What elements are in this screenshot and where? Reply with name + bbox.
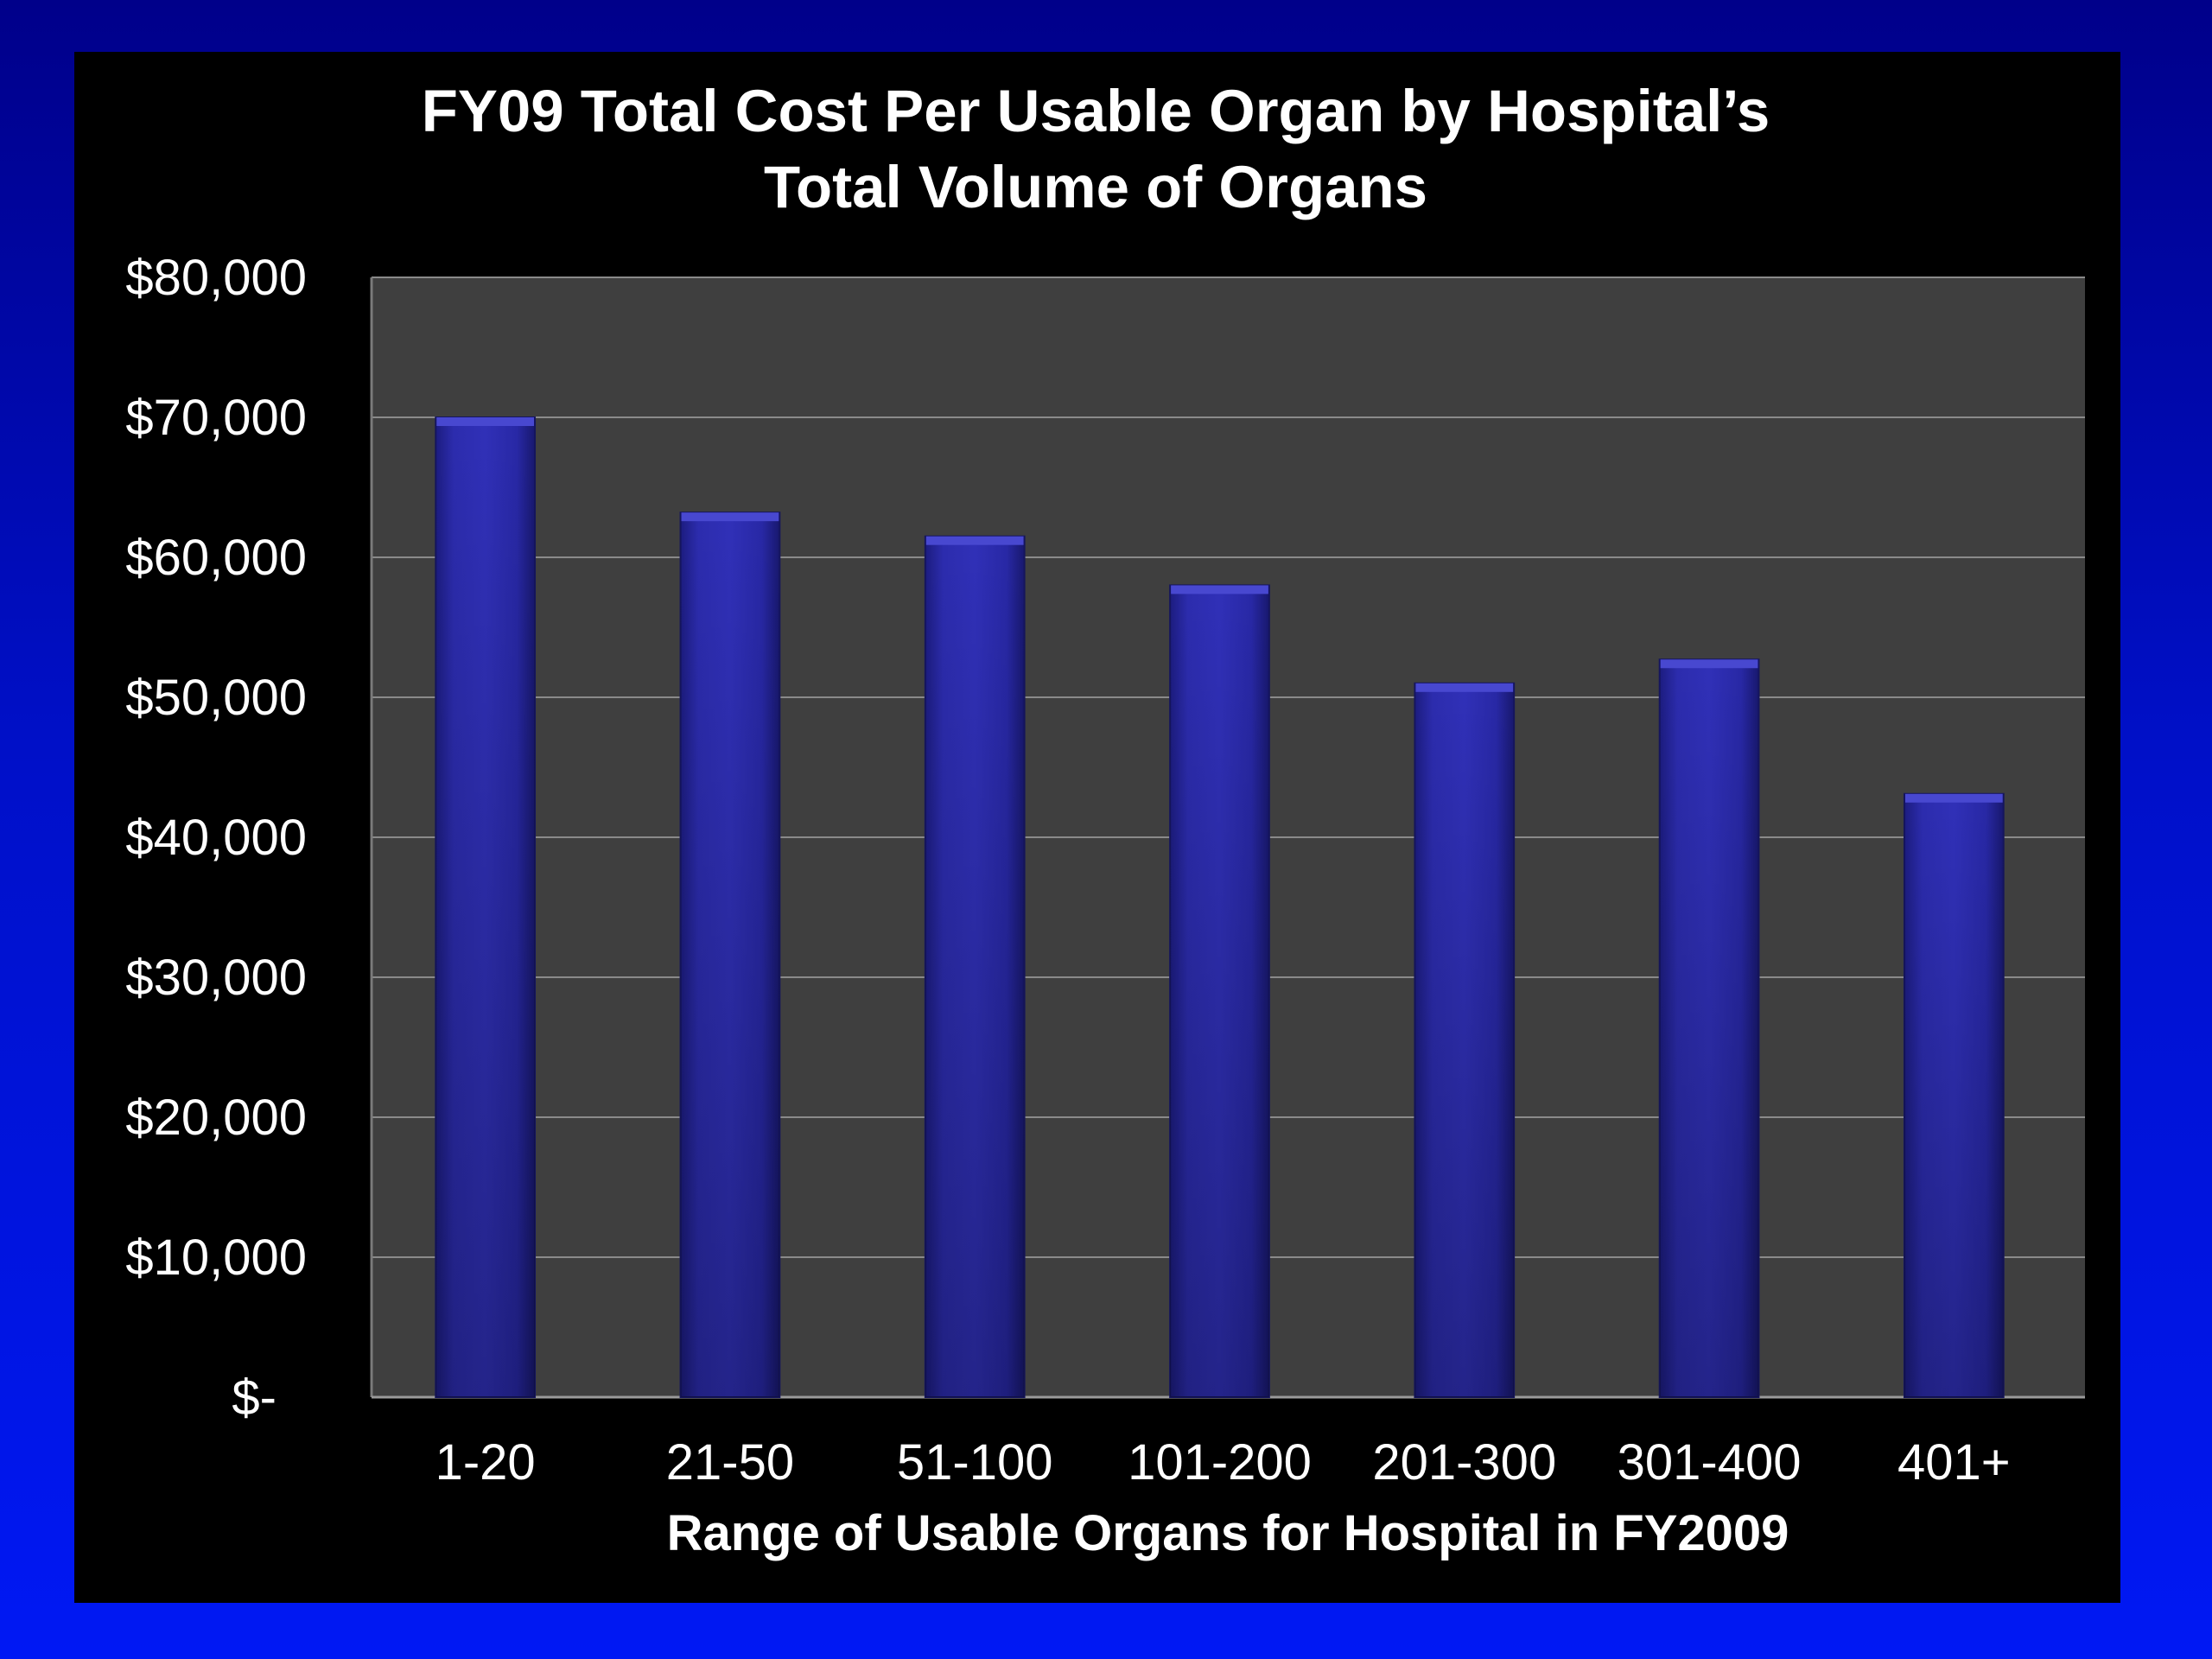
y-tick-label: $50,000 bbox=[125, 670, 307, 726]
x-tick-label: 1-20 bbox=[435, 1434, 536, 1491]
bar bbox=[1414, 682, 1516, 1398]
x-tick-label: 21-50 bbox=[666, 1434, 794, 1491]
bar-top-highlight bbox=[925, 536, 1024, 545]
bar bbox=[1903, 792, 2005, 1398]
y-tick-label: $80,000 bbox=[125, 250, 307, 306]
chart-title-line-1: FY09 Total Cost Per Usable Organ by Hosp… bbox=[422, 78, 1770, 144]
chart-title: FY09 Total Cost Per Usable Organ by Hosp… bbox=[422, 78, 1770, 220]
y-tick-label: $30,000 bbox=[125, 950, 307, 1006]
bar-top-highlight bbox=[1415, 683, 1514, 692]
bar-shade bbox=[1170, 585, 1269, 1397]
y-axis-tick-labels: $- $10,000 $20,000 $30,000 $40,000 $50,000 $60… bbox=[125, 250, 307, 1426]
bars bbox=[435, 416, 2005, 1398]
bar-top-highlight bbox=[681, 512, 779, 522]
y-tick-label: $40,000 bbox=[125, 810, 307, 866]
bar-shade bbox=[435, 417, 536, 1397]
y-tick-label: $- bbox=[232, 1370, 276, 1426]
bar-top-highlight bbox=[1660, 659, 1758, 669]
x-tick-label: 201-300 bbox=[1372, 1434, 1556, 1491]
bar-top-highlight bbox=[1904, 793, 2003, 803]
x-tick-label: 401+ bbox=[1897, 1434, 2011, 1491]
bar-shade bbox=[680, 512, 780, 1397]
bar-top-highlight bbox=[1171, 585, 1268, 594]
bar bbox=[435, 416, 537, 1398]
y-tick-label: $60,000 bbox=[125, 530, 307, 586]
y-tick-label: $10,000 bbox=[125, 1230, 307, 1286]
bar-top-highlight bbox=[436, 417, 535, 426]
chart-title-line-2: Total Volume of Organs bbox=[764, 154, 1427, 220]
bar-shade bbox=[1904, 793, 2004, 1397]
x-tick-label: 301-400 bbox=[1618, 1434, 1802, 1491]
bar bbox=[679, 512, 781, 1398]
x-tick-label: 51-100 bbox=[897, 1434, 1053, 1491]
x-axis-title: Range of Usable Organs for Hospital in F… bbox=[667, 1505, 1789, 1561]
bar bbox=[1169, 584, 1270, 1398]
bar bbox=[924, 535, 1026, 1398]
bar-shade bbox=[1414, 683, 1515, 1397]
y-tick-label: $20,000 bbox=[125, 1090, 307, 1146]
bar bbox=[1658, 658, 1760, 1398]
bar-shade bbox=[1659, 659, 1759, 1397]
y-tick-label: $70,000 bbox=[125, 390, 307, 446]
x-tick-label: 101-200 bbox=[1128, 1434, 1312, 1491]
x-axis-tick-labels: 1-20 21-50 51-100 101-200 201-300 301-400 401+ bbox=[435, 1434, 2011, 1491]
bar-shade bbox=[925, 536, 1025, 1397]
